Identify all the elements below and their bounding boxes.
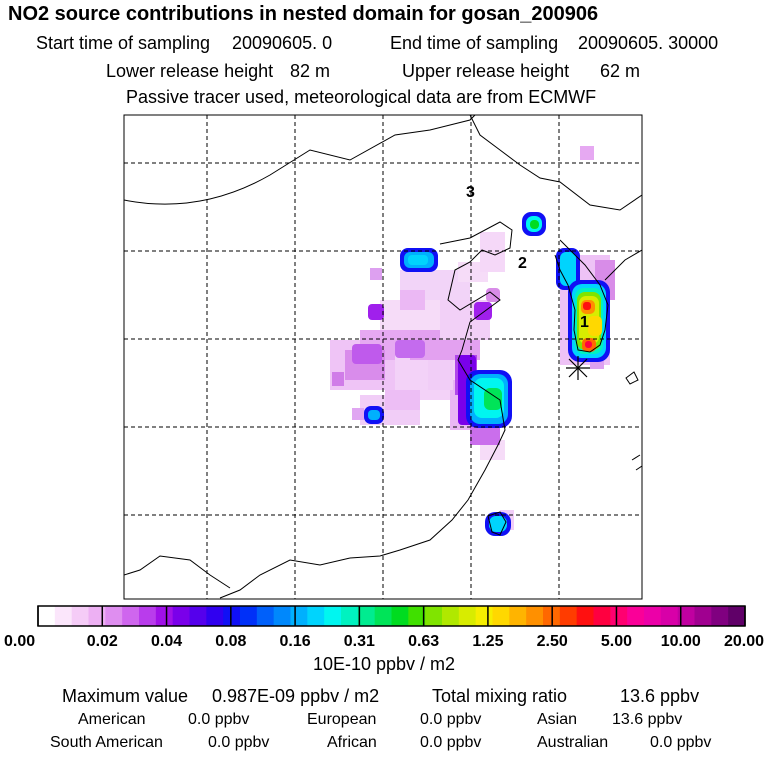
colorbar-cell <box>341 606 359 626</box>
receptor-asterisk-icon <box>566 356 590 380</box>
colorbar-cell <box>593 606 611 626</box>
colorbar-cell <box>256 606 275 626</box>
colorbar-cell <box>610 606 628 626</box>
colorbar-cell <box>408 606 426 626</box>
release-upper-value: 62 m <box>600 61 641 81</box>
map-frame <box>123 114 643 600</box>
colorbar-cell <box>509 606 527 626</box>
sampling-start-value: 20090605. 0 <box>232 33 333 53</box>
colorbar-cell <box>475 606 493 626</box>
colorbar-cell <box>677 606 695 626</box>
colorbar-cell <box>711 606 729 626</box>
colorbar-cell <box>189 606 207 626</box>
colorbar-cell <box>206 606 224 626</box>
colorbar-cell <box>458 606 477 626</box>
sampling-start-label: Start time of sampling <box>36 33 211 53</box>
colorbar-cell <box>240 606 258 626</box>
colorbar-cell <box>38 606 56 626</box>
map-label-3: 3 <box>466 184 475 201</box>
region-south-american-label: South American <box>50 734 163 751</box>
max-value: 0.987E-09 ppbv / m2 <box>212 686 380 706</box>
region-american-value: 0.0 ppbv <box>188 711 250 728</box>
release-upper-label: Upper release height <box>402 61 570 81</box>
coastlines <box>124 115 642 599</box>
sampling-end-label: End time of sampling <box>390 33 559 53</box>
colorbar-cell <box>627 606 645 626</box>
colorbar-cell <box>307 606 325 626</box>
colorbar-cell <box>576 606 594 626</box>
sampling-end-value: 20090605. 30000 <box>578 33 719 53</box>
tracer-note: Passive tracer used, meteorological data… <box>126 87 597 107</box>
map: 1 2 3 <box>123 114 643 600</box>
region-australian-value: 0.0 ppbv <box>650 734 712 751</box>
colorbar-cell <box>391 606 409 626</box>
colorbar-tick-label: 20.00 <box>724 633 764 650</box>
colorbar-cell <box>273 606 291 626</box>
colorbar-cell <box>425 606 443 626</box>
colorbar-tick-label: 0.31 <box>344 633 375 650</box>
release-lower-label: Lower release height <box>106 61 274 81</box>
colorbar-tick-label: 0.04 <box>151 633 182 650</box>
page-title: NO2 source contributions in nested domai… <box>8 3 599 25</box>
region-european-value: 0.0 ppbv <box>420 711 482 728</box>
colorbar-unit: 10E-10 ppbv / m2 <box>312 654 456 674</box>
colorbar-tick-label: 0.00 <box>4 633 35 650</box>
colorbar-cells <box>37 605 746 627</box>
colorbar-cell <box>122 606 140 626</box>
colorbar-cell <box>442 606 460 626</box>
colorbar-cell <box>374 606 392 626</box>
grid <box>124 115 642 599</box>
colorbar-tick-label: 0.63 <box>408 633 439 650</box>
region-australian-label: Australian <box>537 734 609 751</box>
plume-mid <box>352 288 500 425</box>
region-asian-value: 13.6 ppbv <box>612 711 683 728</box>
colorbar-cell <box>644 606 662 626</box>
colorbar-cell <box>694 606 712 626</box>
colorbar-cell <box>54 606 73 626</box>
colorbar-cell <box>223 606 241 626</box>
region-african-value: 0.0 ppbv <box>420 734 482 751</box>
colorbar-cell <box>324 606 342 626</box>
region-south-american-value: 0.0 ppbv <box>208 734 270 751</box>
release-lower-value: 82 m <box>290 61 331 81</box>
region-european-label: European <box>307 711 377 728</box>
colorbar-tick-label: 5.00 <box>601 633 632 650</box>
colorbar-cell <box>660 606 679 626</box>
colorbar-tick-label: 0.16 <box>280 633 311 650</box>
colorbar-cell <box>290 606 308 626</box>
colorbar-tick-label: 1.25 <box>472 633 503 650</box>
colorbar-tick-label: 2.50 <box>537 633 568 650</box>
region-american-label: American <box>78 711 146 728</box>
colorbar-cell <box>88 606 106 626</box>
colorbar-ticks: 0.00 0.02 0.04 0.08 0.16 0.31 0.63 1.25 2.50 5.00… <box>4 606 764 650</box>
region-african-label: African <box>327 734 377 751</box>
colorbar: 0.00 0.02 0.04 0.08 0.16 0.31 0.63 1.25 2.50 5.00… <box>4 605 764 650</box>
colorbar-cell <box>139 606 157 626</box>
colorbar-cell <box>172 606 190 626</box>
colorbar-tick-label: 0.08 <box>215 633 246 650</box>
colorbar-cell <box>728 606 746 626</box>
map-label-2: 2 <box>518 255 527 272</box>
colorbar-cell <box>559 606 578 626</box>
colorbar-cell <box>526 606 544 626</box>
colorbar-cell <box>105 606 123 626</box>
colorbar-cell <box>357 606 376 626</box>
map-label-1: 1 <box>580 314 589 331</box>
colorbar-tick-label: 10.00 <box>661 633 701 650</box>
max-value-label: Maximum value <box>62 686 189 706</box>
colorbar-cell <box>155 606 174 626</box>
colorbar-cell <box>492 606 510 626</box>
colorbar-tick-label: 0.02 <box>87 633 118 650</box>
total-mixing-value: 13.6 ppbv <box>620 686 700 706</box>
region-asian-label: Asian <box>537 711 578 728</box>
total-mixing-label: Total mixing ratio <box>432 686 568 706</box>
colorbar-cell <box>71 606 89 626</box>
